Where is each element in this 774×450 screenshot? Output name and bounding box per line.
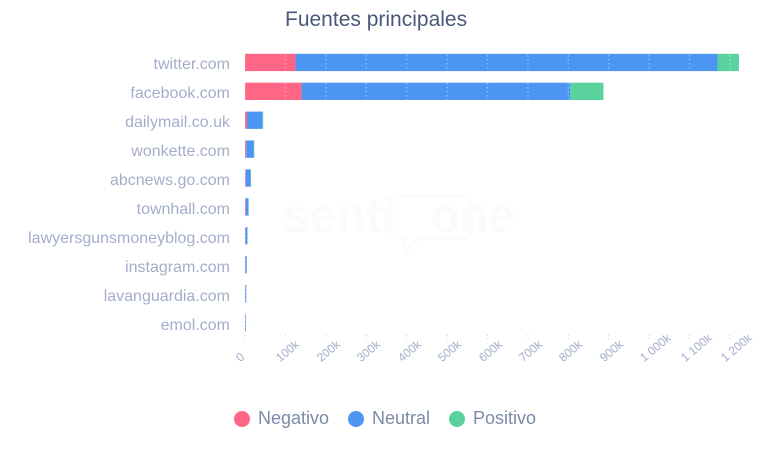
svg-text:senti: senti — [283, 190, 395, 243]
svg-text:one: one — [430, 190, 515, 243]
